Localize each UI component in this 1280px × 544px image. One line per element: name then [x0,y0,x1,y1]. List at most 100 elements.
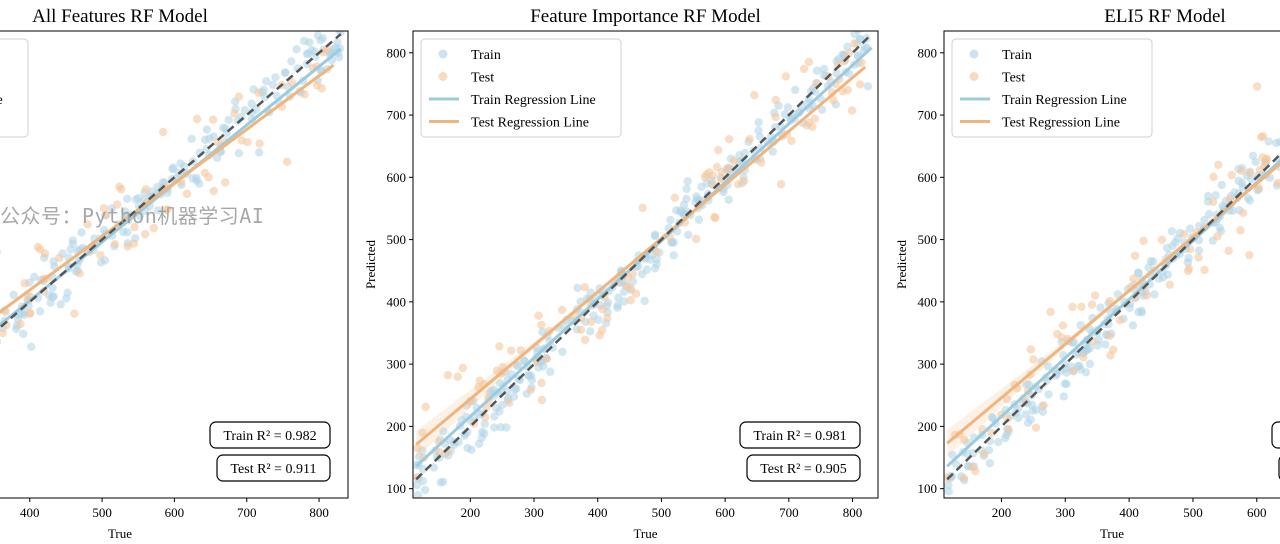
train-point [1096,303,1105,312]
test-point [1130,251,1140,260]
test-regression-line [946,162,1280,445]
test-point [243,138,252,147]
train-point [1085,359,1095,369]
test-point [855,80,865,89]
train-point [120,207,130,216]
train-point [176,159,185,168]
test-confidence-band [416,263,630,459]
test-point [102,210,111,220]
legend-test-marker [969,72,979,81]
train-point [418,465,428,474]
test-point [287,78,297,87]
test-point [75,269,84,278]
train-point [438,477,448,487]
test-point [230,109,239,118]
train-point [35,307,45,316]
test-point [130,222,139,232]
train-point [192,176,201,185]
test-point [254,88,263,98]
test-point [1004,425,1013,434]
train-point [1217,180,1226,190]
test-point [626,296,635,305]
train-point [19,329,28,339]
annotation-text: Train R² = 0.982 [223,429,316,444]
x-tick-label: 500 [92,505,112,520]
test-point [458,363,468,373]
train-point [281,68,290,78]
train-point [1245,196,1254,205]
annotation-box [739,421,861,449]
test-point [960,435,969,445]
test-point [475,376,484,385]
train-point [77,228,86,237]
legend-train-marker [438,49,448,59]
test-point [858,15,866,23]
train-point [585,327,595,336]
test-regression-line [415,65,867,446]
test-point [717,174,726,184]
train-point [168,164,177,174]
train-point [234,148,244,158]
train-point [740,148,750,158]
test-point [980,449,989,459]
train-point [262,76,271,86]
y-tick-label: 500 [918,232,938,247]
train-point [271,73,280,82]
test-point [1252,82,1262,91]
train-point [994,437,1003,447]
train-point [944,480,953,490]
train-point [589,311,598,320]
test-point [708,171,717,180]
x-tick-label: 400 [1119,505,1139,520]
train-point [669,251,678,260]
legend-entry-label: Test Regression Line [471,116,589,131]
legend-entry-label: Test [471,71,494,86]
test-point [182,189,192,199]
test-confidence-band [0,262,66,315]
train-point [539,362,548,371]
test-point [1179,229,1189,239]
test-point [492,366,502,375]
axes-frame [0,30,349,499]
train-point [683,177,692,186]
chart-title: ELI5 RF Model [1104,6,1225,27]
train-point [1044,390,1053,399]
train-point [1237,179,1247,188]
test-point [1002,394,1012,404]
test-point [750,91,759,100]
legend-test-marker [438,72,448,81]
test-point [129,239,138,248]
test-point [557,305,567,315]
test-point [35,245,45,254]
test-point [534,311,543,320]
legend-entry-label: Train Regression Line [1002,93,1127,108]
ideal-diagonal-line [0,33,342,330]
test-point [110,239,120,249]
test-point [234,92,244,101]
train-point [26,342,36,352]
test-point [1194,253,1203,262]
test-point [691,234,701,244]
test-point [1046,307,1055,317]
test-point [1031,423,1041,432]
train-point [1171,238,1180,247]
test-point [542,354,551,363]
test-point [20,279,29,288]
test-point [1058,321,1068,330]
test-point [163,205,172,214]
test-point [1224,246,1233,256]
train-point [684,230,693,240]
train-point [512,384,521,393]
train-point [650,264,660,273]
train-point [490,423,499,432]
test-point [1200,265,1209,275]
train-point [1038,407,1048,416]
test-point [844,49,854,58]
test-point [537,320,546,330]
y-tick-label: 100 [918,481,938,496]
train-point [1128,321,1138,330]
test-point [724,163,733,172]
x-tick-label: 700 [237,505,257,520]
test-point [140,229,150,239]
